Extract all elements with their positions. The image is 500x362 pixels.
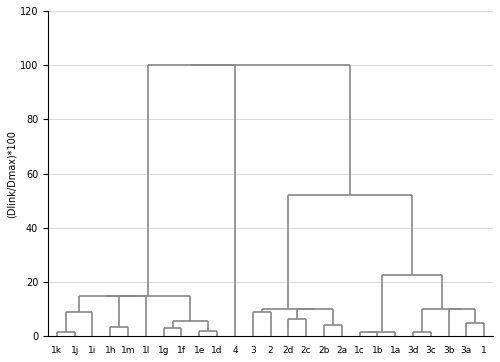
Y-axis label: (Dlink/Dmax)*100: (Dlink/Dmax)*100 [7, 130, 17, 218]
